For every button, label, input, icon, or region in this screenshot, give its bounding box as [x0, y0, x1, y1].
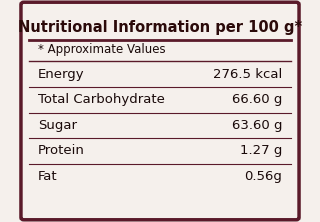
Text: 276.5 kcal: 276.5 kcal: [213, 68, 282, 81]
Text: Total Carbohydrate: Total Carbohydrate: [38, 93, 165, 106]
Text: Nutritional Information per 100 g*: Nutritional Information per 100 g*: [18, 20, 302, 35]
Text: 1.27 g: 1.27 g: [240, 145, 282, 157]
Text: Sugar: Sugar: [38, 119, 77, 132]
Text: 66.60 g: 66.60 g: [232, 93, 282, 106]
Text: Protein: Protein: [38, 145, 85, 157]
Text: * Approximate Values: * Approximate Values: [38, 44, 166, 56]
Text: 0.56g: 0.56g: [244, 170, 282, 183]
Text: Fat: Fat: [38, 170, 58, 183]
Text: 63.60 g: 63.60 g: [231, 119, 282, 132]
FancyBboxPatch shape: [21, 2, 299, 220]
Text: Energy: Energy: [38, 68, 84, 81]
